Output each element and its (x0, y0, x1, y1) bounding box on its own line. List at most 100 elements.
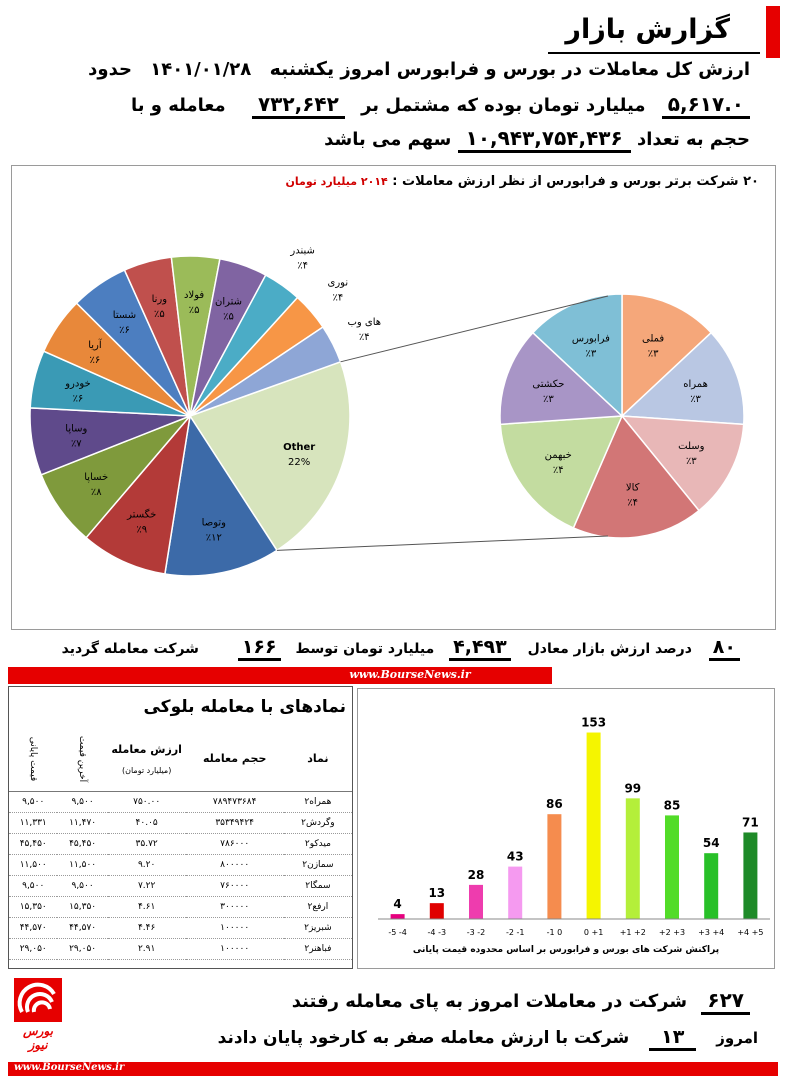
cell-symbol: شبریز۲ (283, 917, 352, 939)
other-pie-label-5: حکشتی (532, 379, 564, 390)
other-pie-pct-0: ٪۳ (648, 348, 659, 359)
summary-value: ۴,۴۹۳ (449, 636, 511, 661)
main-pie-label-13: های وب (347, 317, 381, 328)
bar-value-9: 71 (742, 815, 759, 829)
cell-value: ۴.۴۶ (107, 917, 186, 939)
bar-value-5: 153 (581, 716, 606, 730)
main-pie-label-0: Other (283, 442, 315, 453)
main-pie-label-2: خگستر (126, 509, 156, 521)
main-pie-label-6: آریا (88, 338, 103, 351)
cell-last: ۲۹,۰۵۰ (57, 938, 108, 960)
cell-volume: ۱۰۰۰۰۰ (185, 938, 284, 960)
header-day: یکشنبه (269, 58, 335, 80)
main-pie-pct-8: ٪۵ (154, 309, 165, 320)
pie-connector-top (340, 295, 609, 363)
cell-symbol: میدکو۲ (283, 833, 352, 855)
main-pie-slice-0 (188, 360, 351, 552)
bar-chart-panel: 4 -5 -4 13 -4 -3 28 -3 -2 43 -2 -1 86 -1 0 153 0 +1… (357, 688, 775, 969)
cell-final: ۱۵,۳۵۰ (9, 896, 58, 918)
cell-symbol: وگردش۲ (283, 812, 352, 834)
bar-3 (508, 866, 523, 919)
other-pie-slice-3 (572, 414, 701, 539)
cell-final: ۴۴,۵۷۰ (9, 917, 58, 939)
cell-volume: ۷۸۹۴۷۳۶۸۴ (185, 791, 284, 813)
main-pie-slice-13 (189, 325, 342, 417)
bar-xlabel: پراکنش شرکت های بورس و فرابورس بر اساس م… (413, 945, 719, 955)
cell-volume: ۱۰۰۰۰۰ (185, 917, 284, 939)
other-pie-label-4: خبهمن (545, 450, 572, 461)
col-final-label: قیمت پایانی (28, 736, 39, 781)
logo-graphic (14, 978, 62, 1022)
header-line-2: ۵,۶۱۷.۰ میلیارد تومان بوده که مشتمل بر ۷… (20, 92, 750, 119)
cell-final: ۲۹,۰۵۰ (9, 938, 58, 960)
col-value-label: ارزش معامله (111, 742, 182, 756)
col-symbol: نماد (283, 727, 352, 792)
bar-value-8: 54 (703, 836, 720, 850)
block-table-header-row: نماد حجم معامله ارزش معامله (میلیارد توم… (9, 727, 352, 792)
cell-last: ۹,۵۰۰ (57, 875, 108, 897)
pie-title-text: ۲۰ شرکت برتر بورس و فرابورس از نظر ارزش … (392, 174, 759, 189)
pie-connector-bottom (276, 535, 609, 551)
header-total-value: ۵,۶۱۷.۰ (661, 92, 750, 119)
cell-last: ۹,۵۰۰ (57, 791, 108, 813)
bar-chart-svg: 4 -5 -4 13 -4 -3 28 -3 -2 43 -2 -1 86 -1 0 153 0 +1… (378, 716, 770, 955)
header-about: حدود (88, 59, 132, 80)
bar-9 (743, 832, 758, 919)
cell-last: ۴۴,۵۷۰ (57, 917, 108, 939)
other-pie-slice-0 (621, 293, 713, 418)
table-row: سمگا۲ ۷۶۰۰۰۰ ۷.۲۲ ۹,۵۰۰ ۹,۵۰۰ (9, 875, 352, 897)
cell-volume: ۸۰۰۰۰۰ (185, 854, 284, 876)
other-pie-pct-5: ٪۳ (543, 394, 554, 405)
summary-count: ۱۶۶ (237, 636, 281, 661)
block-trades-table: نماد حجم معامله ارزش معامله (میلیارد توم… (9, 727, 352, 960)
footer-red-bar (8, 1062, 778, 1076)
table-row: همراه۲ ۷۸۹۴۷۳۶۸۴ ۷۵۰.۰۰ ۹,۵۰۰ ۹,۵۰۰ (9, 791, 352, 813)
bar-tick-4: -1 0 (547, 928, 563, 937)
table-row: فباهنر۲ ۱۰۰۰۰۰ ۲.۹۱ ۲۹,۰۵۰ ۲۹,۰۵۰ (9, 938, 352, 960)
other-pie-pct-1: ٪۳ (690, 394, 701, 405)
main-pie-pct-4: ٪۷ (71, 439, 82, 450)
bar-6 (625, 798, 640, 919)
cell-symbol: سمگا۲ (283, 875, 352, 897)
bar-tick-5: 0 +1 (584, 928, 603, 937)
bar-tick-1: -4 -3 (428, 928, 447, 937)
cell-final: ۱۱,۳۳۱ (9, 812, 58, 834)
header-line1-text: ارزش کل معاملات در بورس و فرابورس امروز (340, 59, 750, 80)
header-volume: ۱۰,۹۴۳,۷۵۴,۴۳۶ (457, 126, 631, 153)
cell-final: ۱۱,۵۰۰ (9, 854, 58, 876)
other-pie-label-6: فرابورس (572, 333, 610, 344)
block-table-body: همراه۲ ۷۸۹۴۷۳۶۸۴ ۷۵۰.۰۰ ۹,۵۰۰ ۹,۵۰۰ وگردش۲ ۳۵۳… (9, 791, 352, 960)
other-pie-label-0: فملی (642, 333, 664, 344)
footer-line-2: امروز ۱۳ شرکت با ارزش معامله صفر به کارخ… (120, 1026, 758, 1051)
main-pie-label-7: شستا (113, 310, 136, 321)
header-line3a: حجم به تعداد (637, 129, 750, 150)
bar-7 (665, 815, 679, 919)
other-pie-label-2: وسلت (678, 441, 705, 452)
col-final: قیمت پایانی (9, 727, 58, 792)
table-row: میدکو۲ ۷۸۶۰۰۰ ۳۵.۷۲ ۴۵,۴۵۰ ۴۵,۴۵۰ (9, 833, 352, 855)
main-pie-pct-1: ٪۱۲ (206, 533, 222, 544)
bar-value-4: 86 (546, 797, 563, 811)
bar-4 (547, 814, 562, 919)
cell-value: ۷.۲۲ (107, 875, 186, 897)
cell-value: ۲.۹۱ (107, 938, 186, 960)
cell-value: ۷۵۰.۰۰ (107, 791, 186, 813)
other-pie-slice-4 (499, 415, 624, 529)
other-pie-label-1: همراه (683, 379, 708, 390)
cell-symbol: فباهنر۲ (283, 938, 352, 960)
other-pie-pct-4: ٪۴ (553, 465, 564, 476)
cell-symbol: همراه۲ (283, 791, 352, 813)
bar-0 (390, 914, 405, 919)
pie-panel: ۲۰ شرکت برتر بورس و فرابورس از نظر ارزش … (11, 165, 776, 630)
main-pie-pct-7: ٪۶ (119, 325, 130, 336)
main-pie-label-10: شتران (215, 296, 242, 307)
pie-chart-svg: Other 22% وتوصا ٪۱۲ خگستر ٪۹ خساپا ٪۸ وساپا ٪۷ خود… (29, 246, 745, 577)
main-pie-slice-1 (164, 413, 278, 577)
footer-traded-text: شرکت در معاملات امروز به پای معامله رفتن… (291, 991, 688, 1012)
cell-value: ۳۵.۷۲ (107, 833, 186, 855)
cell-volume: ۳۰۰۰۰۰ (185, 896, 284, 918)
cell-last: ۱۱,۵۰۰ (57, 854, 108, 876)
bar-value-0: 4 (393, 897, 401, 911)
pie-title-sum: ۲۰۱۴ میلیارد تومان (285, 175, 388, 188)
logo-arc-1 (17, 982, 56, 1013)
